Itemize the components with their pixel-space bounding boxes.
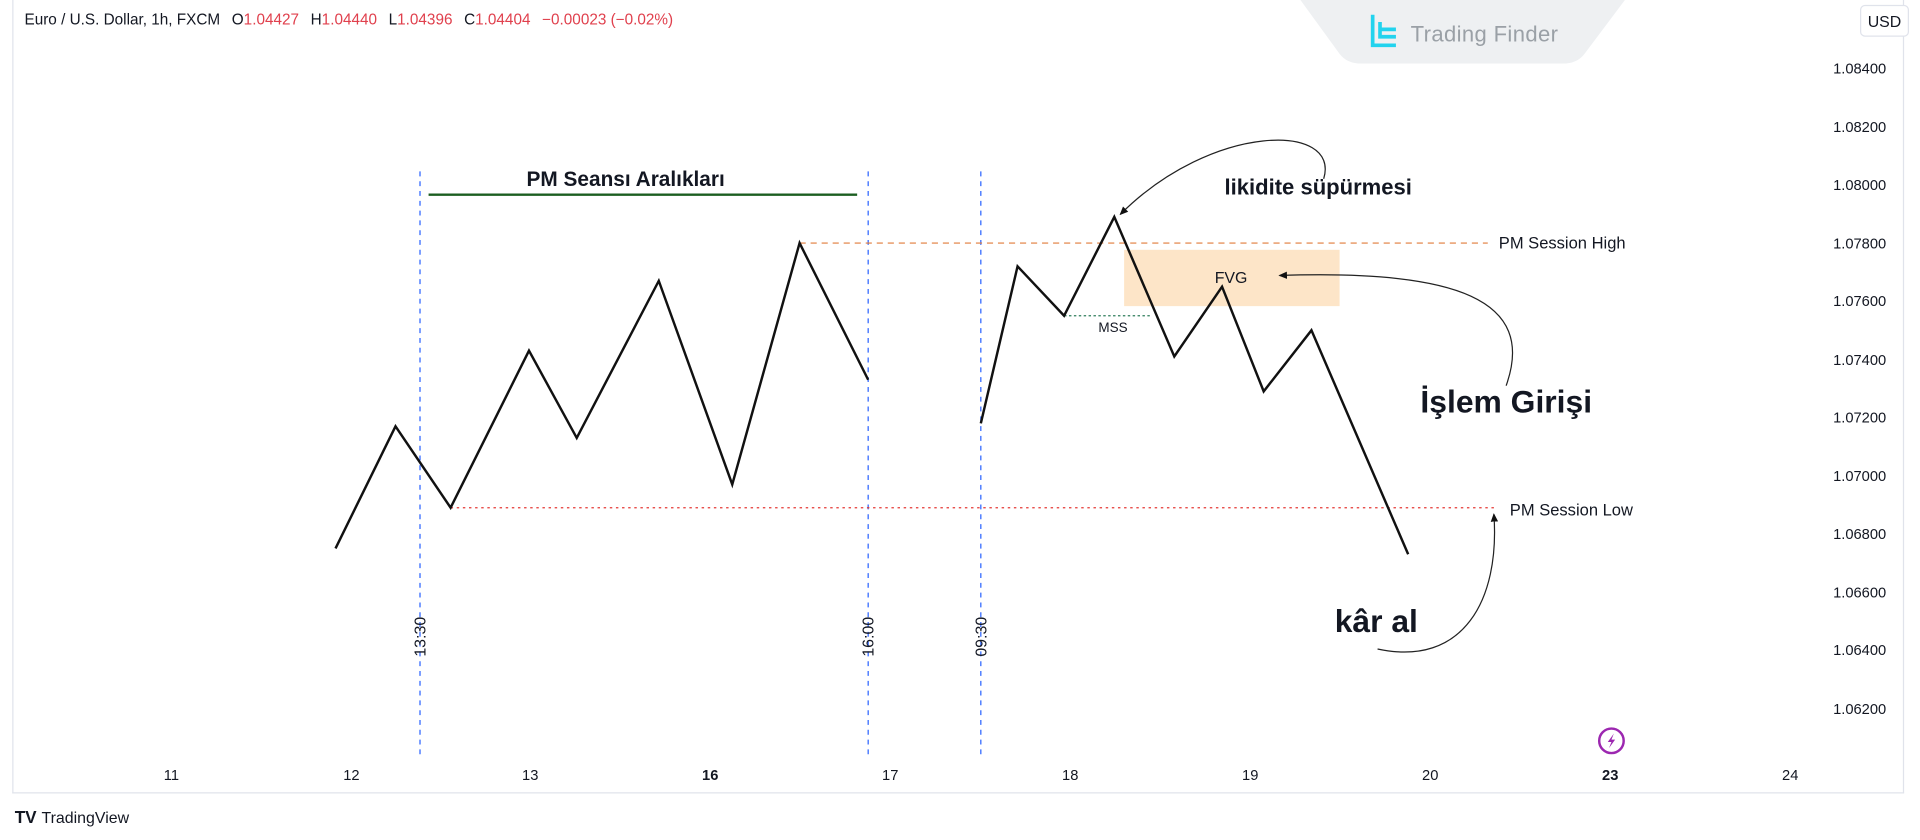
currency-button[interactable]: USD xyxy=(1860,4,1909,37)
price-tick-label: 1.07200 xyxy=(1833,408,1887,427)
take-profit-arrow xyxy=(1377,513,1499,653)
pm-session-low-label: PM Session Low xyxy=(1509,500,1633,520)
price-tick-label: 1.07600 xyxy=(1833,292,1887,310)
date-tick-label: 23 xyxy=(1602,766,1619,784)
session-range-label: PM Seansı Aralıkları xyxy=(526,167,725,192)
price-tick-label: 1.06600 xyxy=(1833,583,1887,601)
fvg-box xyxy=(1124,249,1340,307)
high-label: H xyxy=(310,11,322,29)
mss-label: MSS xyxy=(1098,320,1128,336)
date-tick-label: 17 xyxy=(882,766,899,784)
price-tick-label: 1.06400 xyxy=(1833,641,1887,659)
price-tick-label: 1.08400 xyxy=(1833,60,1887,78)
trading-finder-logo-icon xyxy=(1370,14,1396,48)
time-label-0930: 09:30 xyxy=(971,616,991,657)
lightning-icon[interactable] xyxy=(1597,726,1626,755)
symbol-legend: Euro / U.S. Dollar, 1h, FXCM O1.04427 H1… xyxy=(24,11,680,28)
price-tick-label: 1.07000 xyxy=(1833,467,1887,485)
chart-pane[interactable] xyxy=(12,0,1905,794)
fvg-label: FVG xyxy=(1214,268,1248,287)
date-tick-label: 19 xyxy=(1242,766,1259,784)
date-tick-label: 16 xyxy=(702,766,719,784)
price-tick-label: 1.07400 xyxy=(1833,350,1887,368)
pm-session-high-label: PM Session High xyxy=(1498,233,1626,253)
price-series-line xyxy=(334,239,870,549)
sweep-arrow xyxy=(1119,139,1326,216)
liquidity-sweep-label: likidite süpürmesi xyxy=(1224,175,1412,200)
trade-entry-label: İşlem Girişi xyxy=(1420,383,1593,421)
watermark-text: Trading Finder xyxy=(1410,22,1559,47)
price-tick-label: 1.06800 xyxy=(1833,525,1887,543)
low-label: L xyxy=(388,11,398,29)
symbol-name: Euro / U.S. Dollar, 1h, FXCM xyxy=(24,11,221,29)
date-tick-label: 18 xyxy=(1062,766,1079,784)
take-profit-label: kâr al xyxy=(1334,602,1418,640)
date-tick-label: 20 xyxy=(1422,766,1439,784)
entry-arrow xyxy=(1278,271,1514,386)
date-tick-label: 12 xyxy=(343,766,360,784)
time-label-1600: 16:00 xyxy=(858,616,878,657)
price-series-line xyxy=(979,214,1410,555)
price-tick-label: 1.08000 xyxy=(1833,176,1887,194)
tradingview-icon: TV xyxy=(14,806,37,827)
price-tick-label: 1.06200 xyxy=(1833,699,1887,717)
open-value: 1.04427 xyxy=(243,11,300,29)
tradingview-logo[interactable]: TV TradingView xyxy=(15,807,129,827)
price-tick-label: 1.07800 xyxy=(1833,234,1887,252)
tradingview-label: TradingView xyxy=(41,807,130,826)
date-tick-label: 11 xyxy=(163,766,180,784)
watermark xyxy=(1300,0,1625,64)
date-tick-label: 24 xyxy=(1782,766,1799,784)
time-label-1330: 13:30 xyxy=(410,616,430,657)
low-value: 1.04396 xyxy=(397,11,453,29)
date-tick-label: 13 xyxy=(522,766,539,784)
price-tick-label: 1.08200 xyxy=(1833,118,1887,136)
close-value: 1.04404 xyxy=(475,11,531,29)
close-label: C xyxy=(464,11,476,29)
high-value: 1.04440 xyxy=(321,11,378,29)
change-value: −0.00023 (−0.02%) xyxy=(542,11,674,29)
open-label: O xyxy=(231,11,244,29)
